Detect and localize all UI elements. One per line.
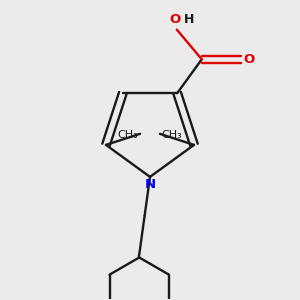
Text: CH₃: CH₃ xyxy=(161,130,182,140)
Text: O: O xyxy=(170,13,181,26)
Text: N: N xyxy=(144,178,156,191)
Text: H: H xyxy=(184,13,195,26)
Text: O: O xyxy=(243,53,254,66)
Text: CH₃: CH₃ xyxy=(118,130,139,140)
